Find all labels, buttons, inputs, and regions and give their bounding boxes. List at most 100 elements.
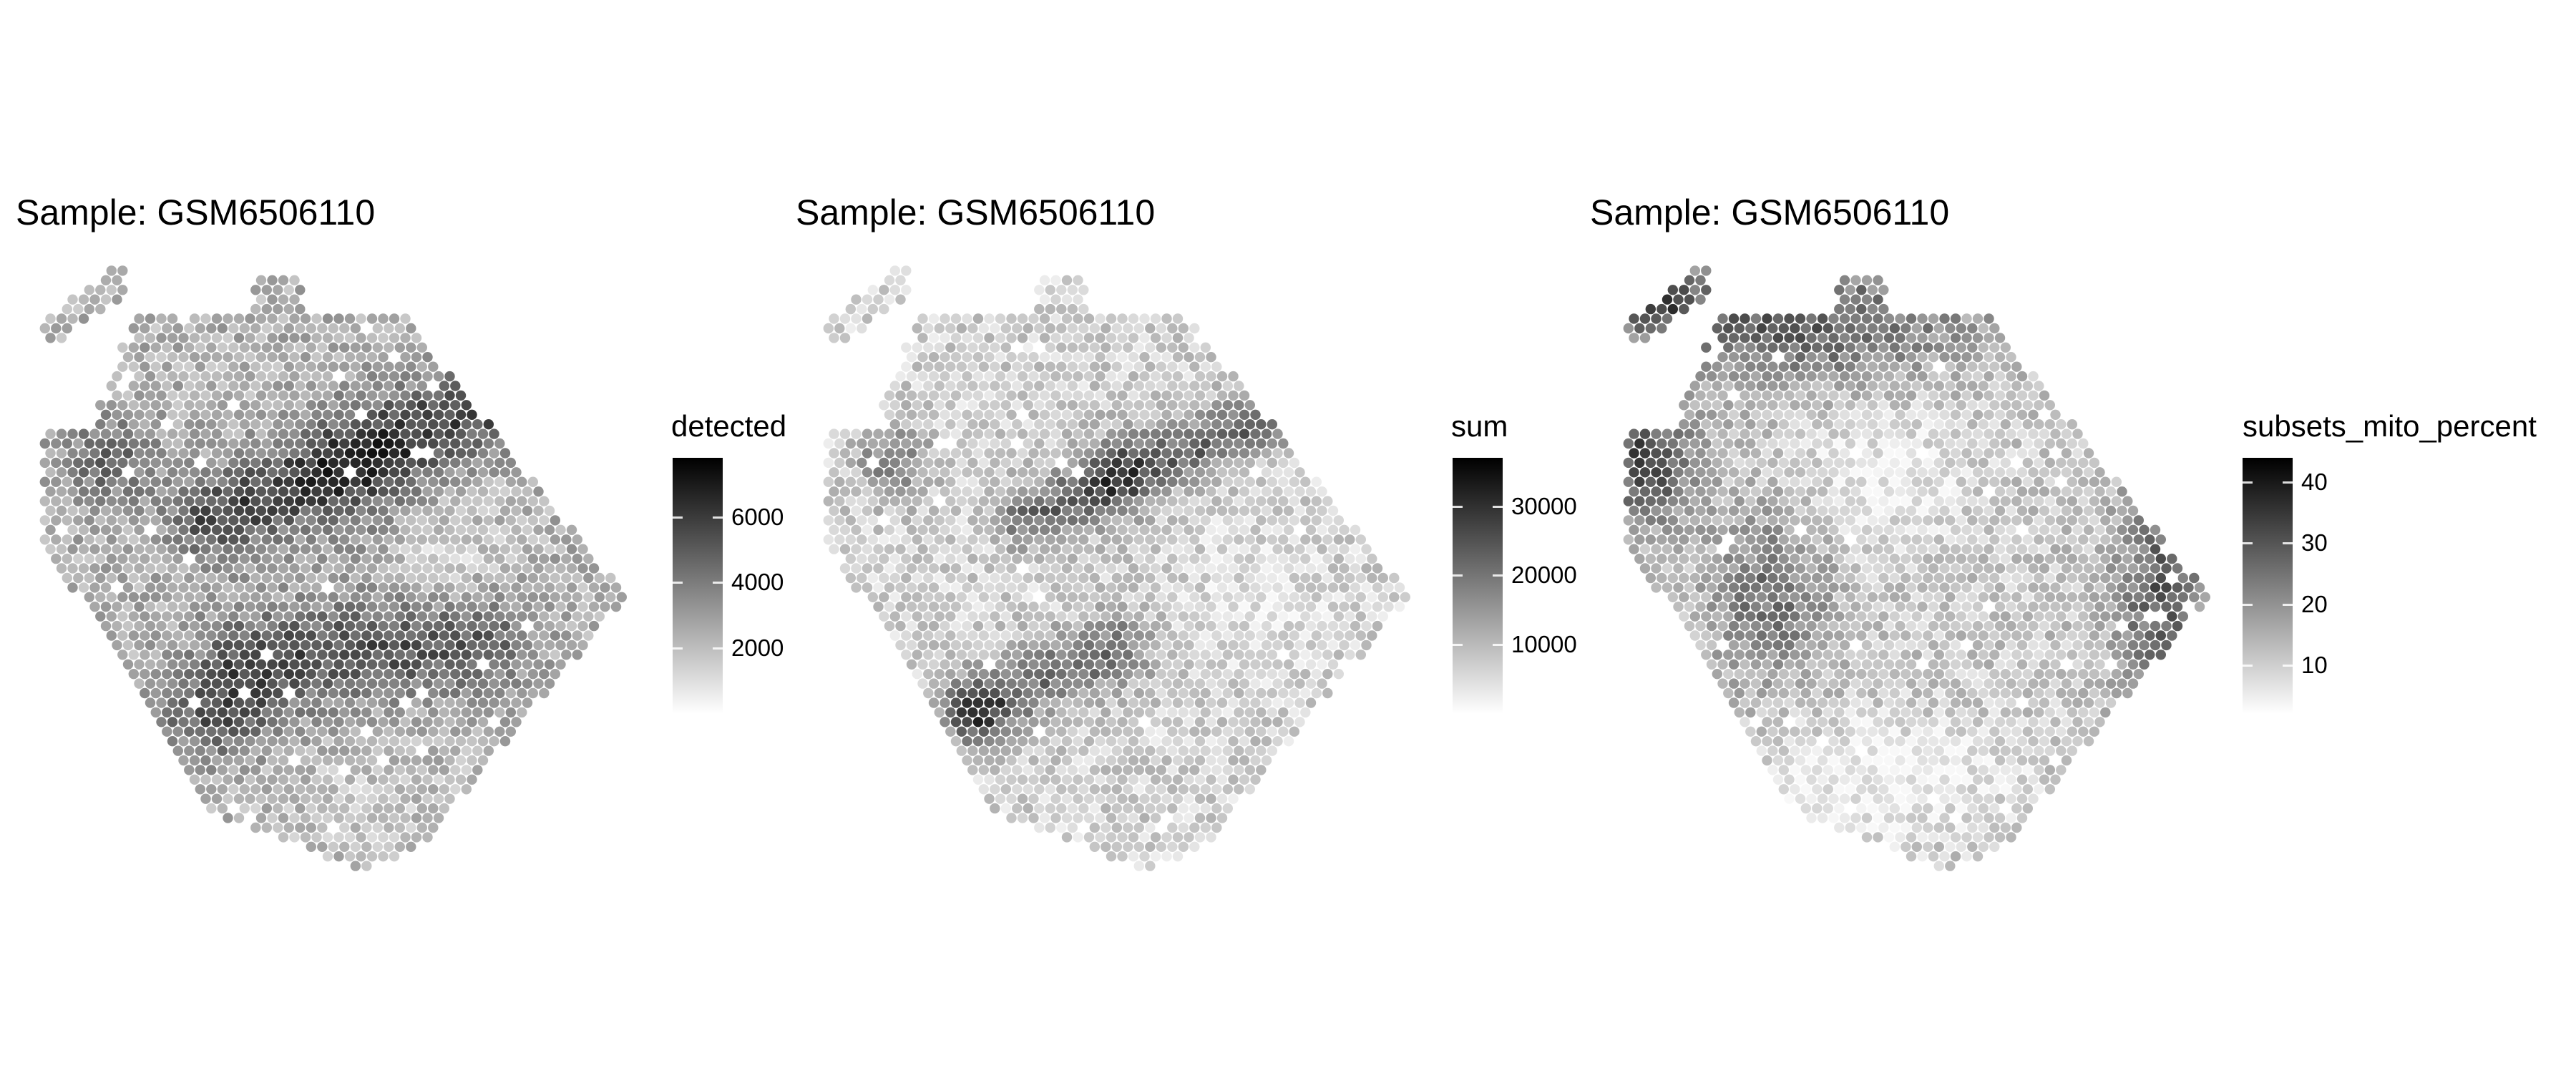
spot-point: [1901, 343, 1911, 353]
spot-point: [250, 803, 260, 813]
spot-point: [1028, 660, 1038, 670]
spot-point: [901, 285, 911, 295]
spot-point: [206, 323, 216, 333]
spot-point: [1128, 621, 1138, 631]
spot-point: [1139, 352, 1149, 362]
spot-point: [1228, 582, 1238, 592]
spot-point: [1106, 755, 1116, 765]
spot-point: [1779, 343, 1789, 353]
spot-point: [533, 486, 543, 496]
spot-point: [200, 775, 210, 785]
spot-point: [1095, 697, 1105, 707]
spot-point: [901, 573, 911, 583]
spot-point: [417, 438, 427, 449]
spot-point: [1068, 554, 1078, 564]
spot-point: [868, 534, 878, 544]
spot-point: [339, 688, 349, 698]
spot-point: [2034, 381, 2044, 391]
spot-point: [178, 333, 188, 343]
spot-point: [117, 477, 127, 487]
spot-point: [206, 496, 216, 506]
spot-point: [1050, 295, 1060, 305]
spot-point: [1939, 467, 1949, 477]
spot-point: [984, 755, 994, 765]
spot-point: [434, 525, 444, 535]
spot-point: [1812, 458, 1822, 468]
spot-point: [206, 573, 216, 583]
spot-point: [1145, 784, 1155, 794]
spot-point: [434, 563, 444, 573]
spot-point: [422, 563, 432, 573]
spot-point: [456, 467, 466, 477]
spot-point: [333, 621, 343, 631]
spot-point: [1195, 755, 1205, 765]
spot-point: [957, 554, 967, 564]
spot-point: [1128, 391, 1138, 401]
spot-point: [1073, 697, 1083, 707]
spot-point: [351, 515, 361, 525]
spot-point: [1812, 515, 1822, 525]
spot-point: [140, 630, 150, 640]
spot-point: [1018, 755, 1028, 765]
spot-point: [572, 573, 582, 583]
spot-point: [384, 515, 394, 525]
spot-point: [545, 602, 555, 612]
spot-point: [439, 496, 449, 506]
spot-point: [339, 727, 349, 737]
spot-point: [1267, 650, 1277, 660]
spot-point: [1862, 448, 1872, 458]
spot-point: [1961, 371, 1971, 381]
spot-point: [151, 669, 161, 679]
spot-point: [178, 582, 188, 592]
spot-point: [879, 496, 889, 506]
spot-point: [462, 650, 472, 660]
spot-point: [395, 650, 405, 660]
spot-point: [284, 669, 294, 679]
spot-point: [1217, 678, 1227, 688]
spot-point: [829, 313, 839, 323]
spot-point: [367, 506, 377, 516]
spot-point: [973, 525, 983, 535]
spot-point: [951, 525, 961, 535]
spot-point: [361, 688, 371, 698]
spot-point: [1256, 438, 1266, 449]
spot-point: [250, 554, 260, 564]
spot-point: [351, 784, 361, 794]
spot-point: [245, 660, 255, 670]
spot-point: [200, 467, 210, 477]
spot-point: [1068, 515, 1078, 525]
spot-point: [2112, 477, 2122, 487]
spot-point: [273, 554, 283, 564]
spot-point: [550, 592, 560, 602]
spot-point: [378, 448, 388, 458]
spot-point: [351, 534, 361, 544]
spot-point: [95, 496, 105, 506]
spot-point: [1312, 630, 1322, 640]
spot-point: [1967, 515, 1977, 525]
spot-point: [1006, 525, 1016, 535]
spot-point: [1239, 391, 1249, 401]
colorbar-tick-mark: [673, 582, 683, 584]
spot-point: [1262, 736, 1272, 746]
spot-point: [907, 391, 917, 401]
spot-point: [1123, 438, 1133, 449]
spot-point: [1284, 602, 1294, 612]
spot-point: [901, 438, 911, 449]
spot-point: [506, 496, 516, 506]
spot-point: [178, 506, 188, 516]
spot-point: [228, 612, 238, 622]
spot-point: [2023, 438, 2033, 449]
spot-point: [962, 410, 972, 420]
spot-point: [1034, 554, 1044, 564]
spot-point: [962, 486, 972, 496]
spot-point: [1151, 717, 1161, 727]
spot-point: [1128, 563, 1138, 573]
spot-point: [462, 419, 472, 429]
spot-point: [1939, 371, 1949, 381]
spot-point: [45, 467, 55, 477]
spot-point: [206, 458, 216, 468]
spot-point: [1206, 391, 1216, 401]
spot-point: [1128, 755, 1138, 765]
spot-point: [256, 448, 266, 458]
spot-point: [156, 467, 166, 477]
